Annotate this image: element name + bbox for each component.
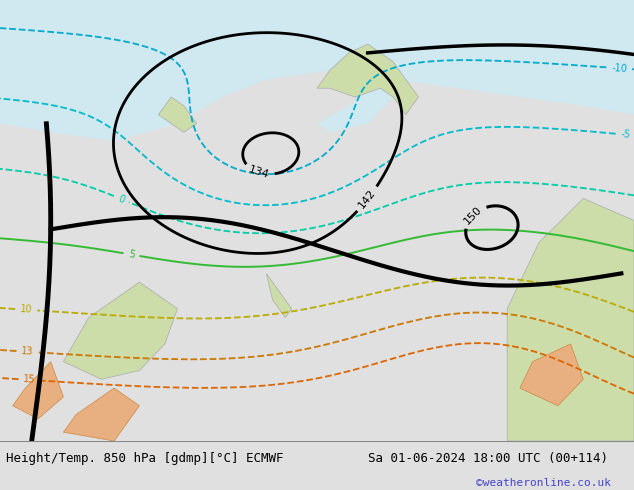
Polygon shape [520,344,583,406]
Polygon shape [63,282,178,379]
Text: 142: 142 [357,188,378,211]
Polygon shape [317,79,412,132]
Polygon shape [63,388,139,441]
Polygon shape [266,273,292,318]
Polygon shape [13,362,63,419]
Text: -10: -10 [611,63,628,74]
Text: 15: 15 [23,374,36,385]
Polygon shape [158,97,197,132]
Text: Sa 01-06-2024 18:00 UTC (00+114): Sa 01-06-2024 18:00 UTC (00+114) [368,452,608,465]
Text: 10: 10 [20,304,33,315]
Text: ©weatheronline.co.uk: ©weatheronline.co.uk [476,478,611,488]
Text: -5: -5 [620,129,631,140]
Text: 150: 150 [462,204,484,226]
Text: Height/Temp. 850 hPa [gdmp][°C] ECMWF: Height/Temp. 850 hPa [gdmp][°C] ECMWF [6,452,284,465]
Polygon shape [317,44,418,115]
Text: 13: 13 [21,346,34,357]
Polygon shape [0,0,634,141]
Text: 0: 0 [117,194,126,205]
Text: 134: 134 [248,165,271,180]
Polygon shape [507,198,634,441]
Text: 5: 5 [127,249,136,260]
